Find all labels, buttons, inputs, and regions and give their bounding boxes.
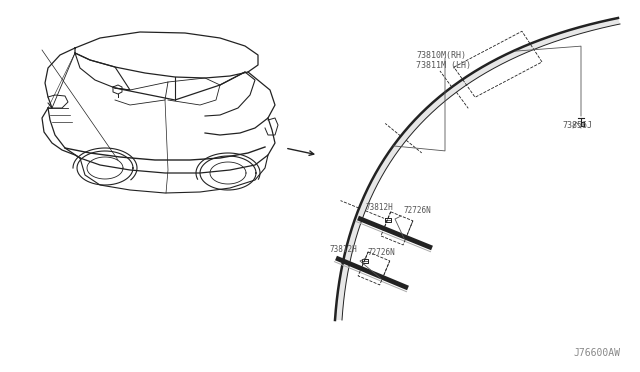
Text: 73811M (LH): 73811M (LH) [416, 61, 471, 70]
Text: 73856J: 73856J [562, 121, 592, 130]
Text: 73812H: 73812H [330, 245, 358, 254]
Text: 72726N: 72726N [403, 206, 431, 215]
Text: 73810M(RH): 73810M(RH) [416, 51, 466, 60]
Text: 72726N: 72726N [368, 248, 396, 257]
Text: 73812H: 73812H [365, 203, 393, 212]
Polygon shape [335, 18, 620, 320]
Text: J76600AW: J76600AW [573, 348, 620, 358]
